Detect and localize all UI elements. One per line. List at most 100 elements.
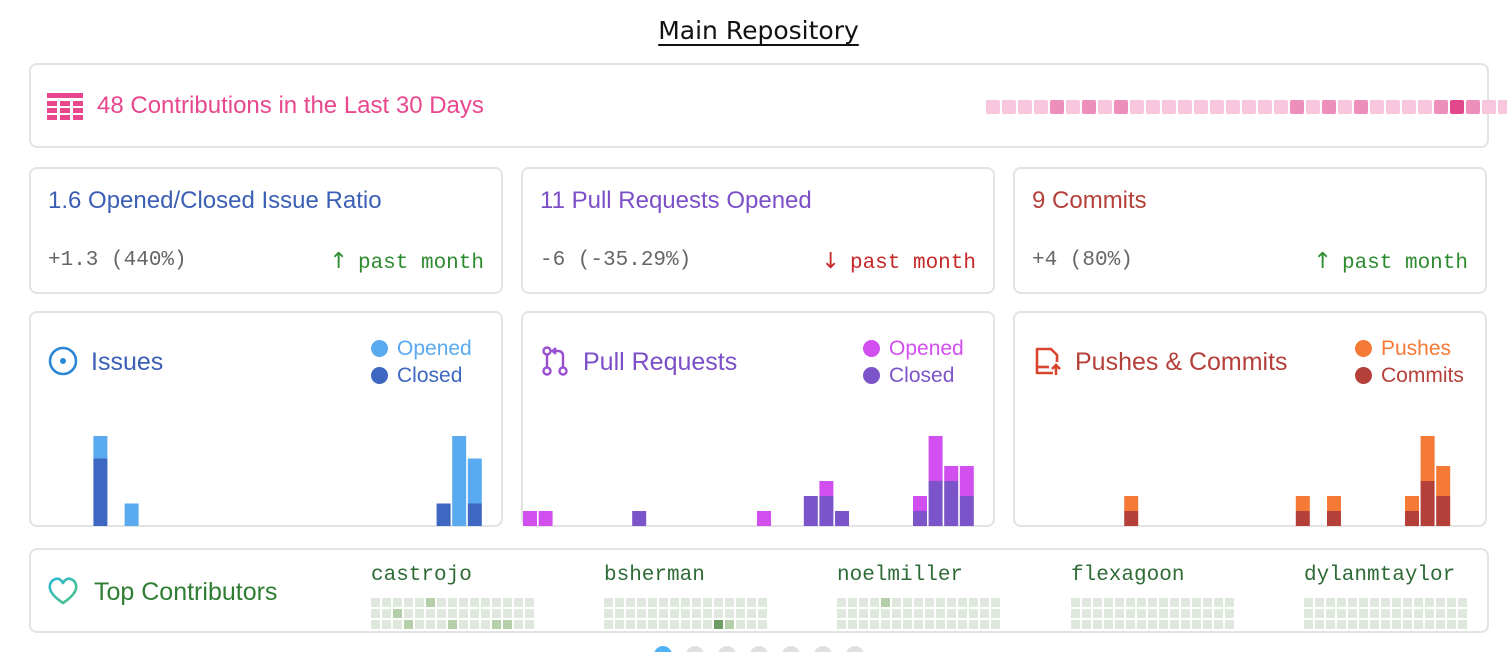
bar-pushes: [1405, 496, 1419, 511]
activity-cell: [914, 609, 923, 618]
bar-pushes: [1124, 496, 1139, 511]
bar-commits: [1405, 511, 1419, 526]
legend-label: Closed: [397, 364, 463, 387]
activity-cell: [1203, 609, 1212, 618]
heatmap-day-cell: [1098, 100, 1112, 114]
activity-cell: [1170, 609, 1179, 618]
contributor-name[interactable]: bsherman: [604, 564, 705, 587]
top-contributors-title: Top Contributors: [94, 578, 278, 606]
pagination-dot[interactable]: [686, 646, 704, 652]
pagination-dot[interactable]: [814, 646, 832, 652]
heatmap-day-cell: [1114, 100, 1128, 114]
bar-opened: [757, 511, 771, 526]
bar-opened: [538, 511, 553, 526]
activity-cell: [1159, 609, 1168, 618]
activity-cell: [659, 609, 668, 618]
activity-cell: [382, 598, 391, 607]
activity-cell: [925, 620, 934, 629]
contributor-name[interactable]: dylanmtaylor: [1304, 564, 1456, 587]
pagination-dot[interactable]: [782, 646, 800, 652]
activity-cell: [615, 609, 624, 618]
activity-cell: [692, 598, 701, 607]
bar-opened: [928, 436, 943, 481]
pull-request-icon: [542, 346, 568, 376]
heart-icon: [48, 577, 78, 605]
heatmap-day-cell: [1450, 100, 1464, 114]
activity-cell: [848, 609, 857, 618]
stat-title: 11 Pull Requests Opened: [540, 187, 812, 214]
activity-cell: [1192, 620, 1201, 629]
bar-closed: [944, 481, 959, 526]
chart-title: Issues: [91, 348, 164, 376]
activity-cell: [1115, 620, 1124, 629]
activity-cell: [1115, 598, 1124, 607]
activity-cell: [1192, 598, 1201, 607]
heatmap-day-cell: [1082, 100, 1096, 114]
bar-opened: [913, 496, 927, 511]
activity-cell: [426, 598, 435, 607]
activity-cell: [958, 609, 967, 618]
activity-cell: [459, 620, 468, 629]
heatmap-day-cell: [1178, 100, 1192, 114]
contributions-banner: 48 Contributions in the Last 30 Days: [29, 63, 1507, 148]
activity-cell: [1159, 598, 1168, 607]
activity-cell: [969, 620, 978, 629]
trend-arrow-icon: ↑: [1313, 249, 1332, 274]
activity-cell: [371, 598, 380, 607]
activity-cell: [1414, 609, 1423, 618]
contributor-name[interactable]: noelmiller: [837, 564, 964, 587]
bar-opened: [452, 436, 467, 526]
activity-cell: [881, 598, 890, 607]
legend-item: Pushes: [1355, 335, 1464, 362]
heatmap-day-cell: [1434, 100, 1448, 114]
pushes-commits-bar-chart: [1124, 436, 1451, 526]
activity-cell: [936, 620, 945, 629]
heatmap-day-cell: [1402, 100, 1416, 114]
activity-cell: [1304, 620, 1313, 629]
activity-cell: [1315, 609, 1324, 618]
pagination-dot[interactable]: [846, 646, 864, 652]
contributor[interactable]: dylanmtaylor: [1304, 564, 1474, 629]
activity-cell: [525, 620, 534, 629]
bar-opened: [944, 466, 959, 481]
pagination-dot[interactable]: [718, 646, 736, 652]
bar-opened: [959, 466, 974, 496]
bar-closed: [819, 496, 834, 526]
activity-cell: [604, 598, 613, 607]
bar-closed: [467, 503, 482, 526]
activity-cell: [703, 598, 712, 607]
pagination-dot[interactable]: [750, 646, 768, 652]
activity-cell: [481, 598, 490, 607]
contributor[interactable]: castrojo: [371, 564, 541, 629]
activity-cell: [503, 609, 512, 618]
contributor[interactable]: noelmiller: [837, 564, 1007, 629]
heatmap-day-cell: [1482, 100, 1496, 114]
activity-cell: [1458, 620, 1467, 629]
bar-closed: [928, 481, 943, 526]
pull-requests-bar-chart: [523, 436, 974, 526]
contributor[interactable]: flexagoon: [1071, 564, 1241, 629]
issues-bar-chart: [93, 436, 482, 526]
contributor[interactable]: bsherman: [604, 564, 774, 629]
contributions-label: 48 Contributions in the Last 30 Days: [97, 92, 484, 119]
activity-cell: [514, 598, 523, 607]
stat-title: 1.6 Opened/Closed Issue Ratio: [48, 187, 382, 214]
activity-cell: [637, 620, 646, 629]
calendar-grid-icon: [47, 93, 83, 120]
stat-title: 9 Commits: [1032, 187, 1147, 214]
activity-cell: [1093, 620, 1102, 629]
bar-opened: [523, 511, 537, 526]
activity-cell: [1214, 609, 1223, 618]
contributor-name[interactable]: flexagoon: [1071, 564, 1185, 587]
activity-cell: [393, 620, 402, 629]
legend-label: Opened: [889, 337, 964, 360]
activity-cell: [1225, 598, 1234, 607]
activity-cell: [514, 609, 523, 618]
legend-item: Closed: [863, 362, 964, 389]
pagination-dot[interactable]: [654, 646, 672, 652]
heatmap-day-cell: [1146, 100, 1160, 114]
activity-cell: [1214, 620, 1223, 629]
contributor-name[interactable]: castrojo: [371, 564, 472, 587]
heatmap-day-cell: [1354, 100, 1368, 114]
activity-cell: [404, 598, 413, 607]
